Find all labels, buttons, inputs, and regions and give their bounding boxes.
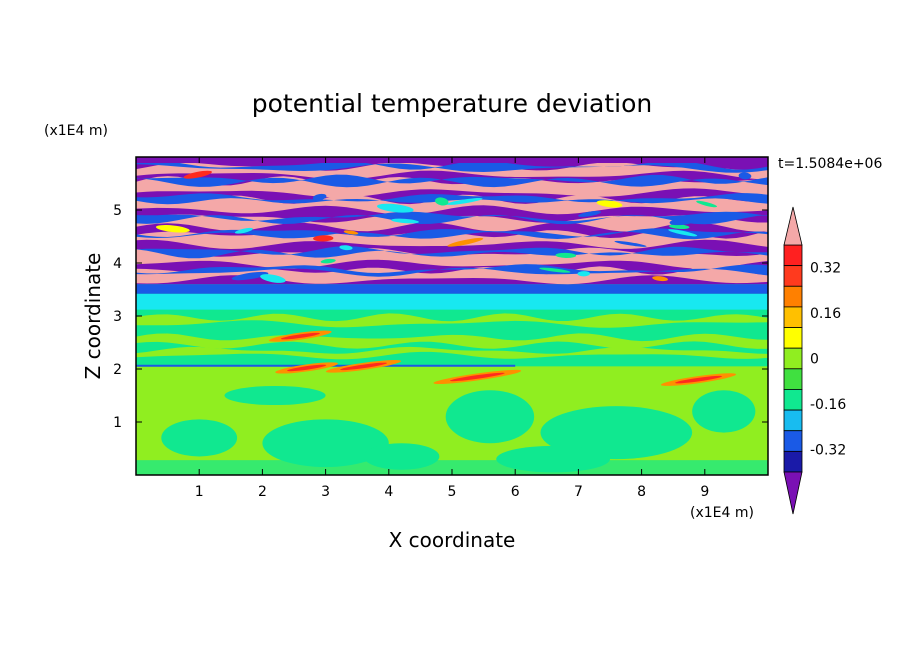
turbulent-spot bbox=[320, 258, 336, 264]
x-tick-label: 8 bbox=[637, 484, 646, 500]
eddy bbox=[161, 419, 238, 457]
colorbar-label: -0.32 bbox=[810, 442, 846, 458]
layer-edge bbox=[136, 228, 768, 240]
turbulent-spot bbox=[669, 216, 699, 226]
turbulent-spot bbox=[614, 240, 647, 247]
turbulent-spot bbox=[343, 230, 359, 235]
y-axis-label: Z coordinate bbox=[81, 253, 105, 380]
eddy bbox=[224, 385, 326, 406]
turbulent-spot bbox=[312, 193, 327, 201]
turbulent-spot bbox=[231, 271, 269, 281]
turbulent-spot bbox=[578, 210, 601, 217]
colorbar-segment bbox=[783, 265, 803, 287]
bottom-green-strip bbox=[136, 460, 768, 475]
turbulent-spot bbox=[446, 197, 483, 205]
eddy bbox=[262, 419, 389, 468]
lime-streak bbox=[136, 346, 768, 360]
turbulent-spot bbox=[447, 237, 484, 247]
x-axis: 1 2 3 4 5 6 7 8 9 bbox=[195, 157, 709, 500]
x-axis-label: X coordinate bbox=[389, 528, 516, 552]
turbulent-spot bbox=[669, 224, 690, 230]
turbulent-spot bbox=[377, 203, 414, 213]
colorbar-segment bbox=[783, 244, 803, 267]
colorbar-label: 0.16 bbox=[810, 306, 841, 322]
eddy bbox=[692, 390, 756, 433]
colorbar-segment bbox=[783, 327, 803, 349]
red-streak-core bbox=[340, 362, 387, 371]
red-streak-core bbox=[675, 375, 722, 384]
blue-layer bbox=[136, 284, 768, 294]
x-unit-label: (x1E4 m) bbox=[690, 505, 754, 521]
lime-streak bbox=[136, 313, 768, 328]
cyan-layer bbox=[136, 293, 768, 310]
turbulent-spot bbox=[183, 170, 212, 179]
colorbar-label: 0 bbox=[810, 352, 819, 368]
turbulent-spot bbox=[435, 197, 449, 206]
turbulent-spot bbox=[596, 200, 623, 208]
turbulent-spot bbox=[555, 252, 577, 258]
y-tick-label: 1 bbox=[113, 415, 122, 431]
colorbar-segment bbox=[783, 285, 803, 308]
turbulent-spot bbox=[577, 271, 590, 277]
colorbar: 0.32 0.16 0 -0.16 -0.32 bbox=[783, 206, 846, 515]
colorbar-extend-top bbox=[783, 206, 803, 246]
x-tick-label: 4 bbox=[384, 484, 393, 500]
layer-edge bbox=[136, 160, 768, 173]
turbulent-spot bbox=[260, 274, 286, 283]
colorbar-segment bbox=[783, 430, 803, 452]
contour-field bbox=[136, 157, 768, 475]
x-tick-label: 1 bbox=[195, 484, 204, 500]
pink-layer bbox=[136, 214, 768, 232]
turbulent-spot bbox=[652, 276, 668, 282]
pink-layer bbox=[136, 266, 768, 285]
y-axis: 1 2 3 4 5 bbox=[113, 203, 768, 431]
eddy bbox=[540, 406, 693, 460]
turbulent-spot bbox=[391, 218, 419, 224]
red-streak-core bbox=[287, 364, 327, 372]
layer-edge bbox=[136, 193, 768, 205]
x-tick-label: 2 bbox=[258, 484, 267, 500]
turbulent-spot bbox=[339, 245, 353, 251]
colorbar-extend-bottom bbox=[783, 471, 803, 515]
colorbar-segment bbox=[783, 347, 803, 370]
y-tick-label: 2 bbox=[113, 362, 122, 378]
colorbar-segment bbox=[783, 306, 803, 328]
y-unit-label: (x1E4 m) bbox=[44, 123, 108, 139]
colorbar-label: 0.32 bbox=[810, 261, 841, 277]
turbulent-spot bbox=[313, 235, 334, 242]
layer-edge bbox=[136, 211, 768, 225]
x-tick-label: 6 bbox=[511, 484, 520, 500]
layer-edge bbox=[136, 246, 768, 259]
time-label: t=1.5084e+06 bbox=[778, 156, 882, 172]
colorbar-label: -0.16 bbox=[810, 397, 846, 413]
layer-edge bbox=[136, 264, 768, 277]
red-streak-core bbox=[280, 332, 320, 340]
turbulent-spot bbox=[234, 227, 253, 234]
chart-title: potential temperature deviation bbox=[252, 89, 652, 118]
y-tick-label: 5 bbox=[113, 203, 122, 219]
turbulent-spot bbox=[539, 267, 571, 273]
x-tick-label: 7 bbox=[574, 484, 583, 500]
turbulent-spot bbox=[423, 194, 445, 199]
eddy bbox=[445, 390, 535, 444]
colorbar-segment bbox=[783, 409, 803, 432]
turbulent-spot bbox=[155, 225, 190, 233]
x-tick-label: 9 bbox=[700, 484, 709, 500]
turbulent-spot bbox=[668, 229, 698, 237]
colorbar-segment bbox=[783, 450, 803, 473]
turbulent-spot bbox=[738, 172, 752, 180]
y-tick-label: 3 bbox=[113, 309, 122, 325]
x-tick-label: 3 bbox=[321, 484, 330, 500]
y-tick-label: 4 bbox=[113, 256, 122, 272]
x-tick-label: 5 bbox=[448, 484, 457, 500]
red-streak-core bbox=[449, 372, 505, 382]
colorbar-segment bbox=[783, 389, 803, 411]
turbulent-spot bbox=[696, 200, 718, 208]
layer-edge bbox=[136, 174, 768, 188]
colorbar-segment bbox=[783, 368, 803, 390]
